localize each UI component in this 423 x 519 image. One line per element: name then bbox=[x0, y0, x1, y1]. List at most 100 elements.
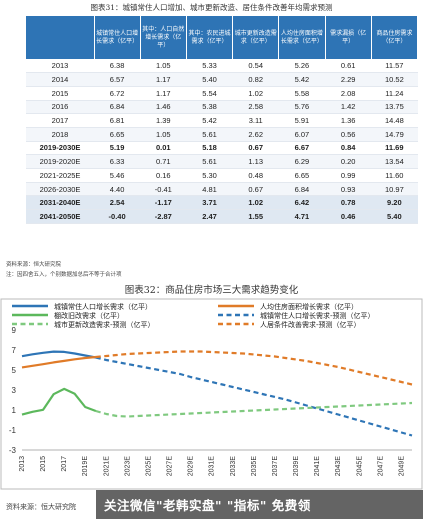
table-cell: 3.11 bbox=[232, 113, 279, 128]
y-tick-label: 7 bbox=[12, 346, 17, 355]
x-tick-label: 2049E bbox=[398, 456, 405, 477]
table-cell: 0.78 bbox=[325, 195, 372, 211]
header-cell: 人均住房面积增长需求（亿平） bbox=[278, 16, 326, 59]
table-cell: 0.48 bbox=[232, 168, 279, 183]
table-cell: 5.61 bbox=[186, 127, 233, 142]
table-row: 2015 6.72 1.17 5.54 1.02 5.58 2.08 11.24 bbox=[26, 86, 418, 101]
table-cell: 6.67 bbox=[278, 141, 326, 156]
table-cell: -0.41 bbox=[140, 182, 187, 197]
x-tick-label: 2023E bbox=[124, 456, 131, 477]
x-tick-label: 2015 bbox=[40, 456, 47, 472]
x-tick-label: 2029E bbox=[188, 456, 195, 477]
table-cell: -1.17 bbox=[140, 195, 187, 211]
table-cell: 10.97 bbox=[371, 182, 418, 197]
row-label: 2013 bbox=[26, 59, 94, 74]
table-cell: 6.38 bbox=[94, 59, 141, 74]
table-cell: 1.55 bbox=[232, 209, 279, 224]
table-cell: 5.40 bbox=[186, 72, 233, 87]
table-cell: 0.56 bbox=[325, 127, 372, 142]
table-cell: 1.02 bbox=[232, 195, 279, 211]
x-tick-label: 2037E bbox=[272, 456, 279, 477]
table-cell: 2.62 bbox=[232, 127, 279, 142]
x-tick-label: 2031E bbox=[209, 456, 216, 477]
x-tick-label: 2041E bbox=[314, 456, 321, 477]
row-label: 2021-2025E bbox=[26, 168, 94, 183]
x-tick-label: 2035E bbox=[251, 456, 258, 477]
legend-label: 城市更新改造需求-预测（亿平） bbox=[54, 320, 155, 329]
table-cell: 9.20 bbox=[371, 195, 418, 211]
row-label: 2026-2030E bbox=[26, 182, 94, 197]
demand-table: 城镇常住人口增长需求（亿平） 其中：人口自然增长需求（亿平） 其中：农民进城需求… bbox=[26, 16, 419, 224]
table-cell: 0.93 bbox=[325, 182, 372, 197]
table-cell: 1.17 bbox=[140, 86, 187, 101]
table-cell: 14.48 bbox=[371, 113, 418, 128]
table-cell: 6.07 bbox=[278, 127, 326, 142]
table-row: 2021-2025E 5.46 0.16 5.30 0.48 6.65 0.99 11.60 bbox=[26, 168, 418, 183]
table-cell: 5.33 bbox=[186, 59, 233, 74]
x-tick-label: 2021E bbox=[103, 456, 110, 477]
table-row: 2019-2020E 6.33 0.71 5.61 1.13 6.29 0.20 13.54 bbox=[26, 154, 418, 169]
header-cell: 其中：农民进城需求（亿平） bbox=[186, 16, 234, 59]
series-line-5 bbox=[95, 401, 413, 418]
table-cell: 4.40 bbox=[94, 182, 141, 197]
table-cell: 1.05 bbox=[140, 127, 187, 142]
table-row: 2019-2030E 5.19 0.01 5.18 0.67 6.67 0.84 11.69 bbox=[26, 141, 418, 156]
table-cell: 1.46 bbox=[140, 100, 187, 115]
table-cell: 5.18 bbox=[186, 141, 233, 156]
table1-title: 图表31：城镇常住人口增加、城市更新改造、居住条件改善年均需求预测 bbox=[90, 3, 333, 12]
table-cell: 5.19 bbox=[94, 141, 141, 156]
legend-label: 城镇常住人口增长需求-预测（亿平） bbox=[260, 311, 375, 320]
row-label: 2014 bbox=[26, 72, 94, 87]
table-cell: 3.71 bbox=[186, 195, 233, 211]
table-cell: 6.65 bbox=[94, 127, 141, 142]
table-cell: 1.02 bbox=[232, 86, 279, 101]
table-cell: 14.79 bbox=[371, 127, 418, 142]
header-cell: 需求漏损（亿平） bbox=[325, 16, 372, 59]
table-cell: 1.39 bbox=[140, 113, 187, 128]
table-header-row: 城镇常住人口增长需求（亿平） 其中：人口自然增长需求（亿平） 其中：农民进城需求… bbox=[26, 16, 419, 59]
table-cell: 0.61 bbox=[325, 59, 372, 74]
table-cell: 13.54 bbox=[371, 154, 418, 169]
table-cell: 5.58 bbox=[278, 86, 326, 101]
table-cell: 5.91 bbox=[278, 113, 326, 128]
table-cell: 6.84 bbox=[94, 100, 141, 115]
table-cell: 6.57 bbox=[94, 72, 141, 87]
demand-trend-chart: -3 -1 1 3 5 7 9 2013 2015 2017 2019E 2021E 2023E 2025… bbox=[0, 298, 423, 490]
table-cell: -2.87 bbox=[140, 209, 187, 224]
table-cell: 1.13 bbox=[232, 154, 279, 169]
header-cell: 其中：人口自然增长需求（亿平） bbox=[140, 16, 187, 59]
x-tick-label: 2025E bbox=[145, 456, 152, 477]
x-tick-label: 2033E bbox=[230, 456, 237, 477]
table-cell: 1.17 bbox=[140, 72, 187, 87]
table-row: 2026-2030E 4.40 -0.41 4.81 0.67 6.84 0.93 10.97 bbox=[26, 182, 418, 197]
series-line-3 bbox=[95, 356, 413, 437]
table-cell: 13.75 bbox=[371, 100, 418, 115]
series-line-1 bbox=[21, 355, 96, 369]
table-cell: 11.57 bbox=[371, 59, 418, 74]
table-cell: 2.08 bbox=[325, 86, 372, 101]
x-tick-label: 2013 bbox=[19, 456, 26, 472]
chart-frame bbox=[0, 298, 423, 490]
row-label: 2017 bbox=[26, 113, 94, 128]
table-cell: 6.42 bbox=[278, 195, 326, 211]
header-cell: 城市更新改造需求（亿平） bbox=[232, 16, 280, 59]
x-tick-label: 2039E bbox=[293, 456, 300, 477]
y-tick-label: -1 bbox=[9, 426, 17, 435]
table-row: 2041-2050E -0.40 -2.87 2.47 1.55 4.71 0.46 5.40 bbox=[26, 209, 418, 224]
chart-title: 图表32：商品住房市场三大需求趋势变化 bbox=[124, 285, 299, 296]
table-cell: 11.60 bbox=[371, 168, 418, 183]
row-label: 2019-2020E bbox=[26, 154, 94, 169]
table-cell: -0.40 bbox=[94, 209, 141, 224]
y-tick-label: -3 bbox=[9, 446, 17, 455]
table-cell: 0.16 bbox=[140, 168, 187, 183]
series-line-2 bbox=[21, 387, 97, 416]
y-tick-label: 9 bbox=[12, 326, 17, 335]
table-cell: 0.99 bbox=[325, 168, 372, 183]
x-tick-label: 2047E bbox=[377, 456, 384, 477]
row-label: 2041-2050E bbox=[26, 209, 94, 224]
table-cell: 5.61 bbox=[186, 154, 233, 169]
table-cell: 0.71 bbox=[140, 154, 187, 169]
row-label: 2016 bbox=[26, 100, 94, 115]
table-cell: 6.65 bbox=[278, 168, 326, 183]
table-cell: 6.81 bbox=[94, 113, 141, 128]
